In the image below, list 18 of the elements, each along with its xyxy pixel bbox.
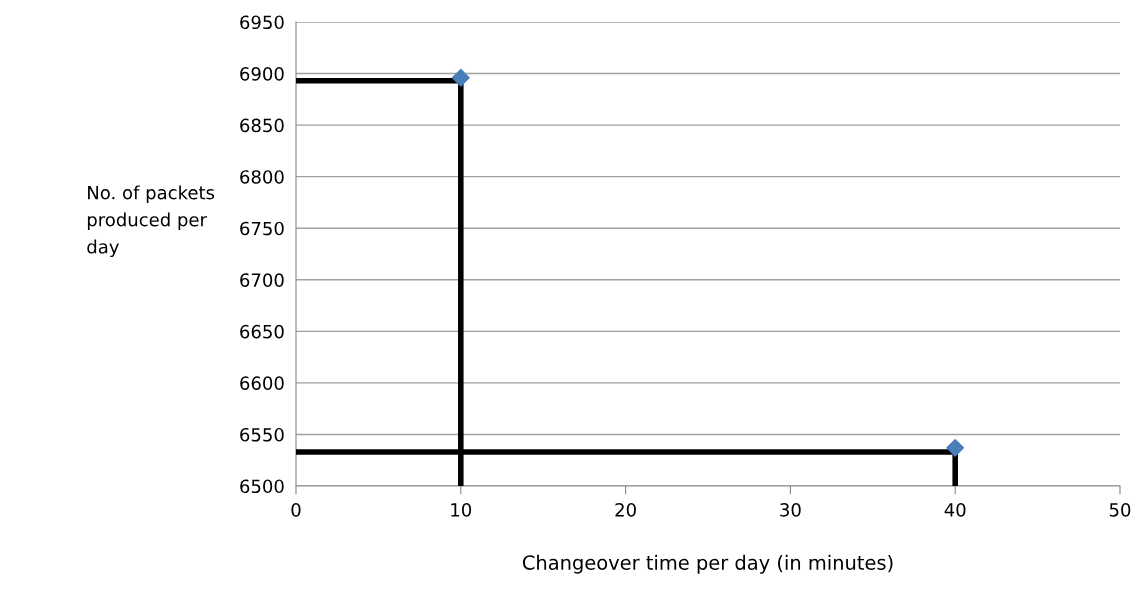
y-tick-label: 6900 — [240, 67, 284, 81]
x-axis-title: Changeover time per day (in minutes) — [522, 554, 893, 574]
y-axis-title: No. of packets produced per day — [87, 185, 215, 258]
y-tick-label: 6800 — [240, 170, 284, 184]
x-tick-label: 10 — [451, 502, 472, 517]
y-tick-label: 6750 — [240, 221, 284, 236]
y-tick-label: 6550 — [240, 427, 284, 442]
x-tick-label: 50 — [1109, 502, 1131, 517]
y-tick-label: 6700 — [240, 273, 284, 287]
x-tick-label: 40 — [944, 502, 966, 517]
y-tick-label: 6650 — [240, 324, 284, 339]
y-tick-label: 6950 — [240, 15, 284, 30]
y-tick-label: 6500 — [240, 479, 284, 494]
y-tick-label: 6850 — [240, 118, 284, 133]
x-tick-label: 20 — [615, 502, 636, 517]
x-tick-label: 0 — [291, 502, 301, 517]
x-tick-label: 30 — [780, 502, 801, 517]
y-tick-label: 6600 — [240, 376, 284, 391]
